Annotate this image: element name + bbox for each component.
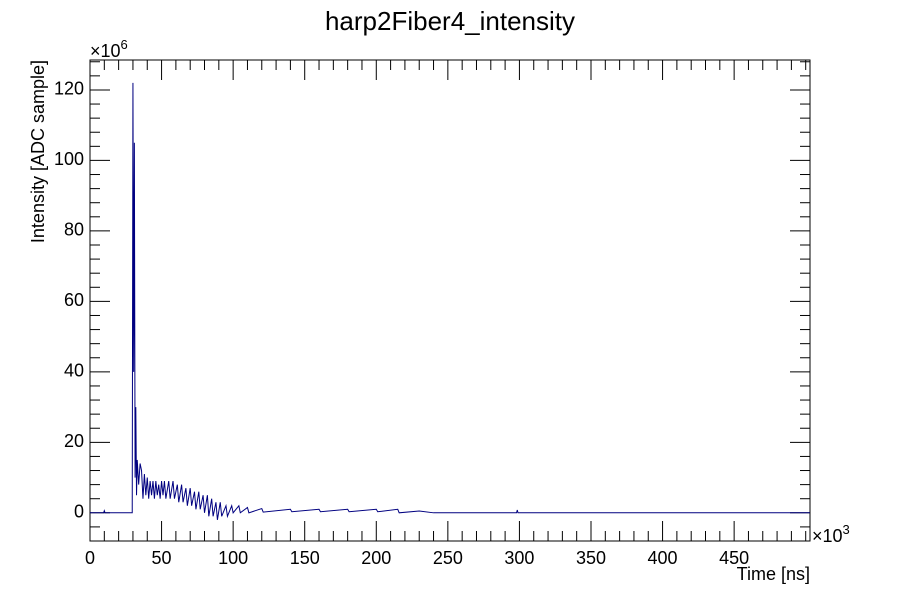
x-tick-label: 150 bbox=[290, 548, 320, 568]
x-tick-label: 450 bbox=[719, 548, 749, 568]
y-tick-label: 80 bbox=[64, 220, 84, 240]
y-tick-label: 0 bbox=[74, 502, 84, 522]
x-tick-label: 350 bbox=[576, 548, 606, 568]
x-tick-label: 400 bbox=[648, 548, 678, 568]
data-line bbox=[90, 82, 810, 520]
x-tick-label: 200 bbox=[361, 548, 391, 568]
plot-frame bbox=[89, 59, 811, 542]
x-tick-label: 250 bbox=[433, 548, 463, 568]
x-tick-label: 0 bbox=[85, 548, 95, 568]
y-tick-label: 20 bbox=[64, 431, 84, 451]
x-tick-label: 300 bbox=[504, 548, 534, 568]
y-tick-label: 60 bbox=[64, 290, 84, 310]
x-multiplier: ×103 bbox=[812, 522, 850, 546]
y-tick-label: 120 bbox=[54, 79, 84, 99]
x-tick-label: 100 bbox=[218, 548, 248, 568]
x-axis-label: Time [ns] bbox=[737, 564, 810, 584]
y-tick-label: 40 bbox=[64, 361, 84, 381]
x-tick-label: 50 bbox=[152, 548, 172, 568]
y-tick-label: 100 bbox=[54, 149, 84, 169]
y-multiplier: ×106 bbox=[90, 37, 128, 61]
chart-title: harp2Fiber4_intensity bbox=[325, 6, 575, 36]
y-axis-label: Intensity [ADC sample] bbox=[28, 60, 48, 243]
